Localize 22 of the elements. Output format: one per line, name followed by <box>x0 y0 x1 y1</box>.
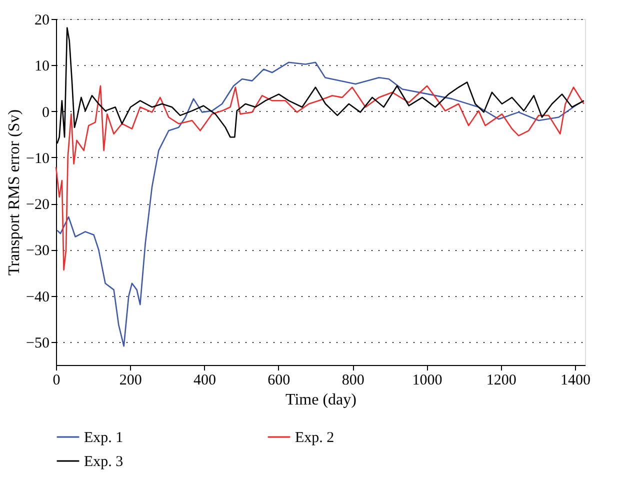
y-tick-label: −50 <box>26 335 50 352</box>
x-tick-label: 1200 <box>486 372 516 388</box>
legend-label: Exp. 2 <box>295 430 334 446</box>
y-tick-label: 10 <box>34 58 50 75</box>
y-tick-label: −40 <box>26 289 50 306</box>
x-tick-label: 1400 <box>560 372 590 388</box>
x-tick-label: 600 <box>268 372 290 388</box>
x-axis-title: Time (day) <box>286 392 356 408</box>
y-tick-label: −20 <box>26 197 50 214</box>
line-series <box>55 85 585 271</box>
legend-label: Exp. 3 <box>84 454 124 470</box>
y-tick-label: −30 <box>26 243 50 260</box>
x-tick-label: 800 <box>342 372 364 388</box>
y-tick-label: 20 <box>34 12 50 28</box>
x-tick-label: 400 <box>194 372 216 388</box>
y-tick-label: −10 <box>26 150 50 167</box>
x-tick-label: 1000 <box>412 372 442 388</box>
legend-label: Exp. 1 <box>84 430 124 446</box>
x-tick-label: 0 <box>52 372 60 388</box>
x-tick-label: 200 <box>119 372 142 388</box>
y-axis-title: Transport RMS error (Sv) <box>6 109 24 276</box>
y-tick-label: 0 <box>42 104 50 121</box>
